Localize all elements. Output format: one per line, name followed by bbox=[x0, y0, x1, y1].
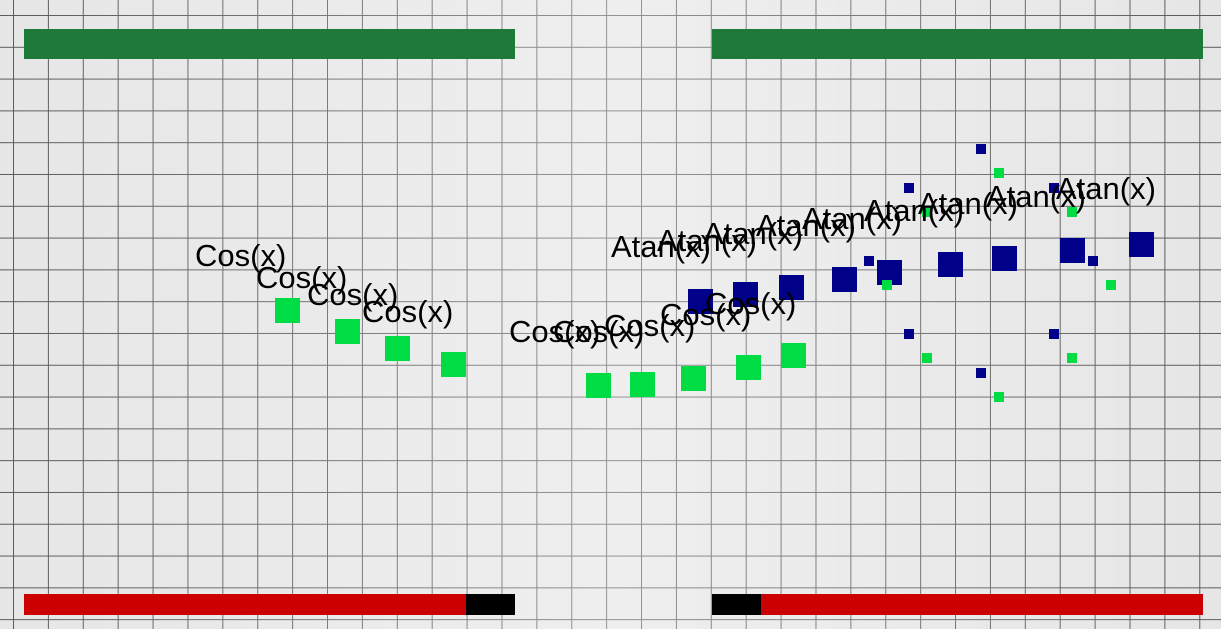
cos-unit bbox=[335, 319, 360, 344]
atan-unit bbox=[938, 252, 963, 277]
cos-particle bbox=[1067, 207, 1077, 217]
atan-unit bbox=[992, 246, 1017, 271]
atan-unit-label: Atan(x) bbox=[864, 193, 964, 228]
right-top-bar bbox=[712, 29, 1203, 59]
atan-particle bbox=[1088, 256, 1098, 266]
atan-unit bbox=[1129, 232, 1154, 257]
atan-unit bbox=[779, 275, 804, 300]
atan-unit-label: Atan(x) bbox=[657, 223, 757, 258]
cos-unit bbox=[441, 352, 466, 377]
right-health-fill bbox=[761, 594, 1203, 615]
cos-particle bbox=[882, 280, 892, 290]
atan-unit bbox=[733, 282, 758, 307]
cos-unit-label: Cos(x) bbox=[553, 314, 645, 349]
atan-particle bbox=[1049, 329, 1059, 339]
atan-unit-label: Atan(x) bbox=[1056, 171, 1156, 206]
atan-particle bbox=[864, 256, 874, 266]
atan-unit-label: Atan(x) bbox=[986, 179, 1086, 214]
left-top-bar bbox=[24, 29, 515, 59]
atan-particle bbox=[1049, 183, 1059, 193]
cos-unit-label: Cos(x) bbox=[195, 238, 287, 273]
cos-unit-label: Cos(x) bbox=[256, 260, 348, 295]
cos-unit-label: Cos(x) bbox=[362, 294, 454, 329]
cos-unit-label: Cos(x) bbox=[307, 277, 399, 312]
cos-unit bbox=[630, 372, 655, 397]
atan-unit-label: Atan(x) bbox=[611, 229, 711, 264]
atan-unit-label: Atan(x) bbox=[756, 208, 856, 243]
cos-particle bbox=[994, 392, 1004, 402]
atan-unit-label: Atan(x) bbox=[918, 186, 1018, 221]
cos-particle bbox=[1106, 280, 1116, 290]
cos-particle bbox=[922, 207, 932, 217]
cos-unit-label: Cos(x) bbox=[660, 297, 752, 332]
atan-particle bbox=[904, 329, 914, 339]
atan-unit-label: Atan(x) bbox=[703, 216, 803, 251]
cos-unit bbox=[275, 298, 300, 323]
cos-unit-label: Cos(x) bbox=[509, 314, 601, 349]
right-health-bar bbox=[712, 594, 1203, 615]
cos-particle bbox=[922, 353, 932, 363]
atan-unit-label: Atan(x) bbox=[802, 201, 902, 236]
cos-unit bbox=[385, 336, 410, 361]
left-health-fill bbox=[24, 594, 466, 615]
cos-particle bbox=[1067, 353, 1077, 363]
cos-unit bbox=[681, 366, 706, 391]
atan-particle bbox=[904, 183, 914, 193]
cos-unit bbox=[781, 343, 806, 368]
atan-unit bbox=[688, 289, 713, 314]
cos-unit-label: Cos(x) bbox=[604, 308, 696, 343]
atan-unit bbox=[832, 267, 857, 292]
cos-particle bbox=[994, 168, 1004, 178]
atan-particle bbox=[976, 368, 986, 378]
atan-unit bbox=[1060, 238, 1085, 263]
cos-unit bbox=[736, 355, 761, 380]
cos-unit bbox=[586, 373, 611, 398]
left-health-bar bbox=[24, 594, 515, 615]
atan-particle bbox=[976, 144, 986, 154]
cos-unit-label: Cos(x) bbox=[705, 286, 797, 321]
